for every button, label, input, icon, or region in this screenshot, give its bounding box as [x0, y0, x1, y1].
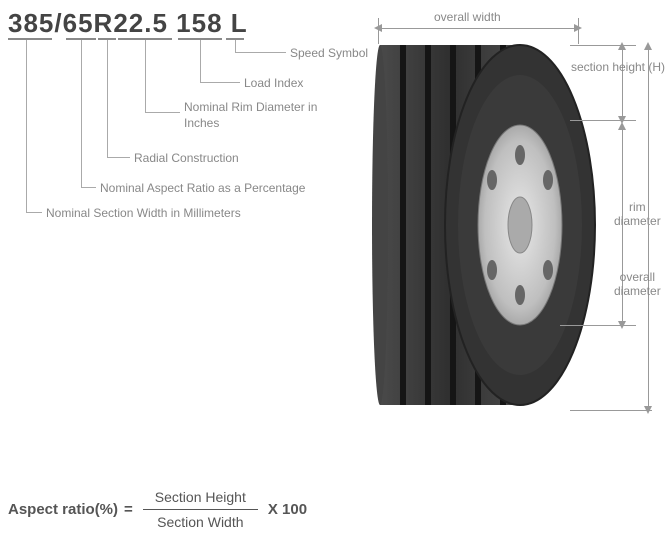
- dim-label-overall-diameter: overall diameter: [614, 270, 661, 299]
- dim-line-overall-diameter: [648, 45, 649, 410]
- label-section-width-mm: Nominal Section Width in Millimeters: [46, 206, 241, 222]
- formula-denominator: Section Width: [145, 510, 255, 534]
- label-rim-diameter: Nominal Rim Diameter in Inches: [184, 100, 317, 131]
- code-load-index: 158: [176, 8, 222, 39]
- label-load-index: Load Index: [244, 76, 303, 92]
- dim-label-section-height: section height (H): [568, 60, 668, 74]
- label-construction: Radial Construction: [134, 151, 239, 167]
- dim-line-overall-width: [378, 28, 578, 29]
- formula-multiplier: X 100: [268, 501, 307, 518]
- label-aspect-ratio: Nominal Aspect Ratio as a Percentage: [100, 181, 305, 197]
- code-aspect-ratio: 65: [63, 8, 94, 39]
- code-sep1: /: [54, 8, 62, 39]
- code-rim-diameter: 22.5: [113, 8, 168, 39]
- formula-numerator: Section Height: [143, 485, 258, 509]
- code-speed-symbol: L: [231, 8, 248, 39]
- formula-fraction: Section Height Section Width: [143, 485, 258, 534]
- code-section-width: 385: [8, 8, 54, 39]
- dim-label-rim-diameter: rim diameter: [614, 200, 661, 229]
- label-speed-symbol: Speed Symbol: [290, 46, 368, 62]
- tire-size-code: 385/65R22.5 158 L: [8, 8, 248, 39]
- formula-eq: =: [124, 501, 133, 518]
- aspect-ratio-formula: Aspect ratio(%) = Section Height Section…: [8, 485, 307, 534]
- dim-label-overall-width: overall width: [434, 10, 501, 24]
- code-construction: R: [94, 8, 114, 39]
- dim-line-section-height: [622, 45, 623, 120]
- formula-lhs: Aspect ratio(%): [8, 501, 118, 518]
- tire-illustration: [370, 40, 600, 410]
